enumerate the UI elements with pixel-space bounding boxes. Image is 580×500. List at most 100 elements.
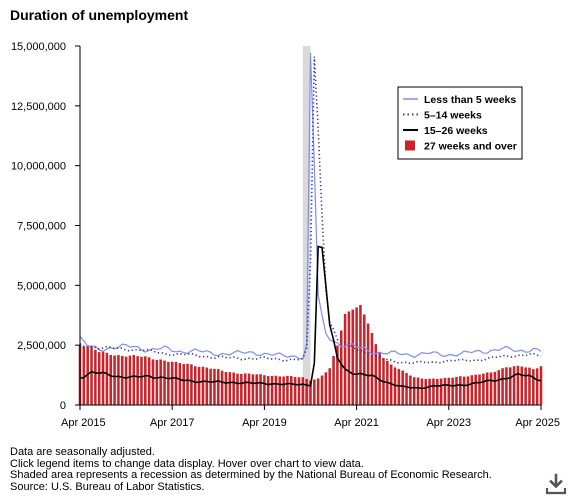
bar-27-weeks[interactable] (512, 366, 516, 405)
bar-27-weeks[interactable] (94, 349, 97, 405)
series-line-w15_26[interactable] (79, 245, 542, 390)
bar-27-weeks[interactable] (459, 376, 462, 405)
bar-27-weeks[interactable] (493, 371, 497, 405)
bar-27-weeks[interactable] (144, 356, 147, 405)
bar-27-weeks[interactable] (366, 323, 370, 405)
bar-27-weeks[interactable] (124, 356, 128, 405)
bar-27-weeks[interactable] (90, 346, 93, 405)
legend-item-w5_14[interactable]: 5–14 weeks (403, 110, 482, 122)
bar-27-weeks[interactable] (524, 367, 527, 405)
bar-27-weeks[interactable] (301, 377, 305, 405)
bar-27-weeks[interactable] (167, 361, 170, 405)
bar-27-weeks[interactable] (432, 378, 435, 405)
bar-27-weeks[interactable] (436, 378, 439, 405)
bar-27-weeks[interactable] (247, 373, 251, 405)
bar-27-weeks[interactable] (485, 372, 489, 405)
bar-27-weeks[interactable] (305, 378, 308, 405)
bar-27-weeks[interactable] (409, 375, 412, 405)
bar-27-weeks[interactable] (270, 375, 274, 405)
bar-27-weeks[interactable] (186, 363, 189, 405)
bar-27-weeks[interactable] (370, 333, 374, 405)
bar-27-weeks[interactable] (482, 373, 485, 405)
legend-item-w15_26[interactable]: 15–26 weeks (403, 125, 488, 137)
bar-27-weeks[interactable] (151, 359, 155, 405)
bar-27-weeks[interactable] (251, 374, 255, 405)
bar-27-weeks[interactable] (178, 363, 182, 405)
bar-27-weeks[interactable] (462, 376, 466, 405)
bar-27-weeks[interactable] (535, 368, 539, 405)
bar-27-weeks[interactable] (363, 314, 366, 405)
bar-27-weeks[interactable] (82, 346, 86, 405)
bar-27-weeks[interactable] (466, 376, 470, 405)
bar-27-weeks[interactable] (397, 369, 401, 405)
download-icon[interactable] (545, 473, 567, 495)
bar-27-weeks[interactable] (136, 356, 139, 405)
bar-27-weeks[interactable] (324, 372, 328, 405)
bar-27-weeks[interactable] (497, 370, 501, 405)
bar-27-weeks[interactable] (97, 352, 101, 405)
bar-27-weeks[interactable] (520, 366, 524, 405)
bar-27-weeks[interactable] (113, 355, 116, 405)
bar-27-weeks[interactable] (290, 376, 293, 405)
bar-27-weeks[interactable] (313, 379, 316, 405)
bar-27-weeks[interactable] (224, 372, 228, 405)
bar-27-weeks[interactable] (220, 370, 224, 405)
bar-27-weeks[interactable] (105, 352, 109, 405)
bar-27-weeks[interactable] (316, 378, 320, 405)
bar-27-weeks[interactable] (420, 378, 424, 405)
bar-27-weeks[interactable] (147, 357, 151, 405)
bar-27-weeks[interactable] (297, 377, 301, 405)
bar-27-weeks[interactable] (347, 311, 351, 405)
bar-27-weeks[interactable] (240, 373, 243, 405)
bar-27-weeks[interactable] (332, 356, 335, 405)
legend-item-lt5[interactable]: Less than 5 weeks (403, 94, 516, 106)
bar-27-weeks[interactable] (359, 304, 362, 405)
bar-27-weeks[interactable] (489, 372, 493, 405)
bar-27-weeks[interactable] (416, 377, 420, 405)
bar-27-weeks[interactable] (117, 355, 120, 405)
bar-27-weeks[interactable] (128, 355, 132, 405)
bar-27-weeks[interactable] (509, 367, 512, 405)
bar-27-weeks[interactable] (163, 360, 166, 405)
bar-27-weeks[interactable] (132, 355, 136, 405)
bar-27-weeks[interactable] (170, 361, 174, 405)
chart-area[interactable]: 0 2,500,000 5,000,000 7,500,000 10,000,000 12… (0, 0, 580, 440)
bar-27-weeks[interactable] (193, 366, 197, 405)
bar-27-weeks[interactable] (389, 364, 393, 405)
bar-27-weeks[interactable] (243, 373, 247, 405)
bar-27-weeks[interactable] (516, 365, 520, 405)
bar-27-weeks[interactable] (155, 359, 159, 405)
bar-27-weeks[interactable] (101, 351, 105, 405)
bar-27-weeks[interactable] (201, 366, 205, 405)
bar-27-weeks[interactable] (470, 375, 474, 405)
bar-27-weeks[interactable] (309, 380, 312, 405)
bar-27-weeks[interactable] (263, 375, 266, 405)
legend-item-w27[interactable]: 27 weeks and over (405, 140, 517, 153)
bar-27-weeks[interactable] (266, 376, 270, 405)
bar-27-weeks[interactable] (232, 372, 235, 405)
bar-27-weeks[interactable] (455, 376, 458, 405)
bar-27-weeks[interactable] (351, 309, 355, 405)
bar-27-weeks[interactable] (401, 370, 404, 405)
bar-27-weeks[interactable] (528, 367, 531, 405)
bar-27-weeks[interactable] (228, 372, 232, 405)
bar-27-weeks[interactable] (532, 369, 535, 405)
bar-27-weeks[interactable] (159, 359, 162, 405)
bar-27-weeks[interactable] (505, 367, 508, 405)
bar-27-weeks[interactable] (217, 369, 220, 405)
bar-27-weeks[interactable] (412, 377, 416, 405)
bar-27-weeks[interactable] (320, 375, 324, 405)
bar-27-weeks[interactable] (174, 361, 178, 405)
bar-27-weeks[interactable] (274, 375, 278, 405)
bar-27-weeks[interactable] (447, 377, 451, 405)
bar-27-weeks[interactable] (293, 377, 297, 405)
bar-27-weeks[interactable] (205, 367, 209, 405)
bar-27-weeks[interactable] (120, 355, 124, 405)
bar-27-weeks[interactable] (339, 330, 343, 405)
bar-27-weeks[interactable] (501, 368, 504, 405)
bar-27-weeks[interactable] (328, 368, 331, 405)
bar-27-weeks[interactable] (478, 374, 481, 405)
bar-27-weeks[interactable] (443, 377, 447, 405)
bar-27-weeks[interactable] (405, 373, 408, 405)
bar-27-weeks[interactable] (190, 364, 193, 405)
